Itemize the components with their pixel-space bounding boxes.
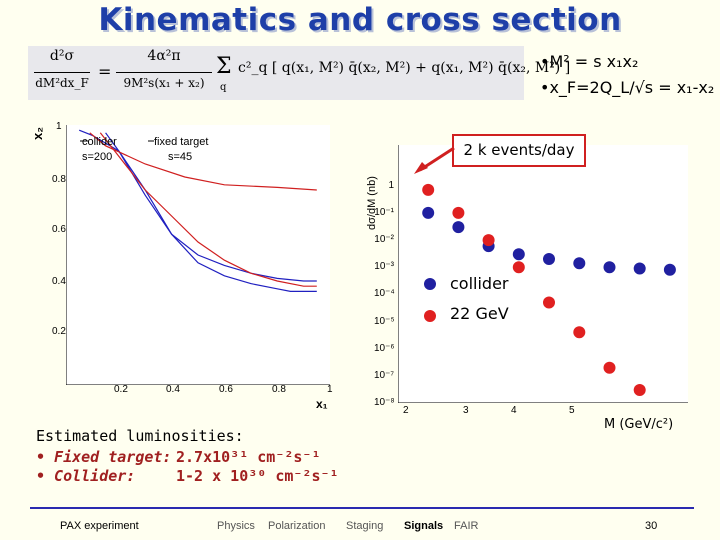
point-22-GeV <box>603 361 616 374</box>
fraction-bar <box>116 72 212 73</box>
left-plot-xlabel: x₁ <box>316 397 328 411</box>
xtick: 0.4 <box>166 384 180 395</box>
luminosity-fixed-value: 2.7x10³¹ cm⁻²s⁻¹ <box>176 448 321 466</box>
nav-signals[interactable]: Signals <box>404 520 444 532</box>
cross-section-formula: d²σ dM²dx_F = 4α²π 9M²s(x₁ + x₂) Σ q c²_… <box>28 46 570 100</box>
point-22-GeV <box>452 206 465 219</box>
callout-arrow <box>414 146 455 174</box>
ytick: 10⁻⁶ <box>374 343 395 354</box>
curve-fixed-target-2 <box>99 132 317 287</box>
point-collider <box>452 221 465 234</box>
formula-equals: = <box>98 62 112 81</box>
ytick: 0.6 <box>52 224 66 235</box>
point-collider <box>603 261 616 274</box>
xtick: 0.8 <box>272 384 286 395</box>
page-number: 30 <box>645 520 658 532</box>
luminosity-title: Estimated luminosities: <box>36 427 244 445</box>
xtick: 4 <box>511 405 517 416</box>
point-collider <box>512 248 525 261</box>
fraction-bar <box>34 72 90 73</box>
ytick: 10⁻⁸ <box>374 397 395 408</box>
xtick: 1 <box>327 384 333 395</box>
sum-symbol: Σ <box>216 54 232 79</box>
luminosity-collider-value: 1-2 x 10³⁰ cm⁻²s⁻¹ <box>176 467 339 485</box>
point-collider <box>543 253 555 265</box>
footer-divider <box>30 507 694 509</box>
point-collider <box>422 206 435 219</box>
xtick: 5 <box>569 405 575 416</box>
point-22-GeV <box>482 234 495 247</box>
nav-fair[interactable]: FAIR <box>454 520 479 532</box>
point-22-GeV <box>422 183 435 196</box>
point-collider <box>573 257 586 270</box>
formula-body: c²_q [ q(x₁, M²) q̄(x₂, M²) + q(x₁, M²) … <box>238 60 571 76</box>
nav-physics[interactable]: Physics <box>217 520 255 532</box>
ytick: 10⁻⁵ <box>374 316 395 327</box>
legend-collider-label: collider <box>450 274 509 293</box>
ytick: 10⁻¹ <box>374 207 394 218</box>
formula-coef-numerator: 4α²π <box>147 48 181 64</box>
point-22-GeV <box>573 326 586 339</box>
xtick: 0.2 <box>114 384 128 395</box>
xtick: 0.6 <box>219 384 233 395</box>
luminosity-fixed-label: • Fixed target: <box>36 448 172 466</box>
legend-collider-label: collider <box>82 136 117 148</box>
cross-section-plot <box>398 145 688 403</box>
sum-index: q <box>220 82 227 93</box>
bullet-xf: •x_F=2Q_L/√s = x₁-x₂ <box>540 78 715 97</box>
formula-coef-denominator: 9M²s(x₁ + x₂) <box>123 76 205 90</box>
xtick: 3 <box>463 405 469 416</box>
legend-marker-collider <box>424 278 436 290</box>
legend-marker-22gev <box>424 310 436 322</box>
ytick: 0.2 <box>52 326 66 337</box>
bullet-mass: •M² = s x₁x₂ <box>540 52 639 71</box>
legend-fixed-target-s: s=45 <box>168 151 193 163</box>
phase-space-plot <box>66 125 330 385</box>
legend-22gev-label: 22 GeV <box>450 304 509 323</box>
ytick: 10⁻⁷ <box>374 370 395 381</box>
right-legend-markers <box>424 278 436 322</box>
curve-collider-0 <box>105 132 317 292</box>
xtick: 2 <box>403 405 409 416</box>
right-plot-xlabel: M (GeV/c²) <box>604 417 674 432</box>
nav-staging[interactable]: Staging <box>346 520 384 532</box>
ytick: 10⁻² <box>374 234 394 245</box>
legend-collider-s: s=200 <box>82 151 113 163</box>
ytick: 0.4 <box>52 276 66 287</box>
point-22-GeV <box>512 261 525 274</box>
formula-lhs-denominator: dM²dx_F <box>35 76 89 90</box>
ytick: 1 <box>56 121 62 132</box>
point-collider <box>663 263 676 276</box>
ytick: 1 <box>388 180 394 191</box>
curve-fixed-target-3 <box>89 132 317 191</box>
point-22-GeV <box>543 296 555 309</box>
footer-experiment: PAX experiment <box>60 520 139 532</box>
ytick: 10⁻³ <box>374 261 394 272</box>
point-collider <box>633 262 646 275</box>
page-title: Kinematics and cross section <box>98 2 622 38</box>
luminosity-collider-label: • Collider: <box>36 467 136 485</box>
ytick: 0.8 <box>52 174 66 185</box>
left-plot-ylabel: x₂ <box>30 126 45 140</box>
nav-polarization[interactable]: Polarization <box>268 520 326 532</box>
point-22-GeV <box>633 384 646 396</box>
ytick: 10⁻⁴ <box>374 288 395 299</box>
formula-lhs-numerator: d²σ <box>49 48 75 64</box>
legend-fixed-target-label: fixed target <box>154 136 209 148</box>
events-per-day-callout: 2 k events/day <box>452 134 586 167</box>
